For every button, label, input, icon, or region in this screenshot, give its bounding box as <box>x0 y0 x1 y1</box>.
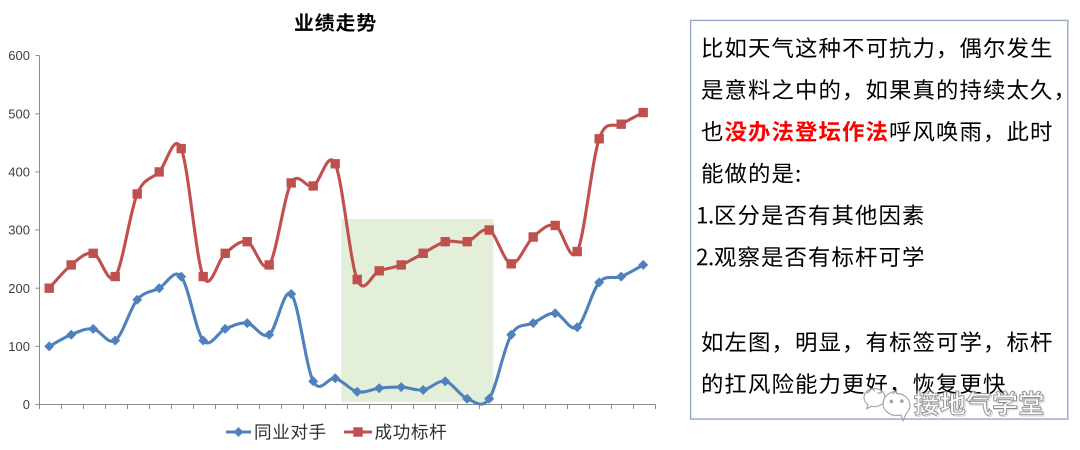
svg-text:600: 600 <box>8 48 30 63</box>
svg-text:400: 400 <box>8 165 30 180</box>
svg-text:100: 100 <box>8 339 30 354</box>
svg-text:300: 300 <box>8 223 30 238</box>
svg-text:500: 500 <box>8 106 30 121</box>
svg-text:200: 200 <box>8 281 30 296</box>
svg-text:0: 0 <box>23 397 30 412</box>
